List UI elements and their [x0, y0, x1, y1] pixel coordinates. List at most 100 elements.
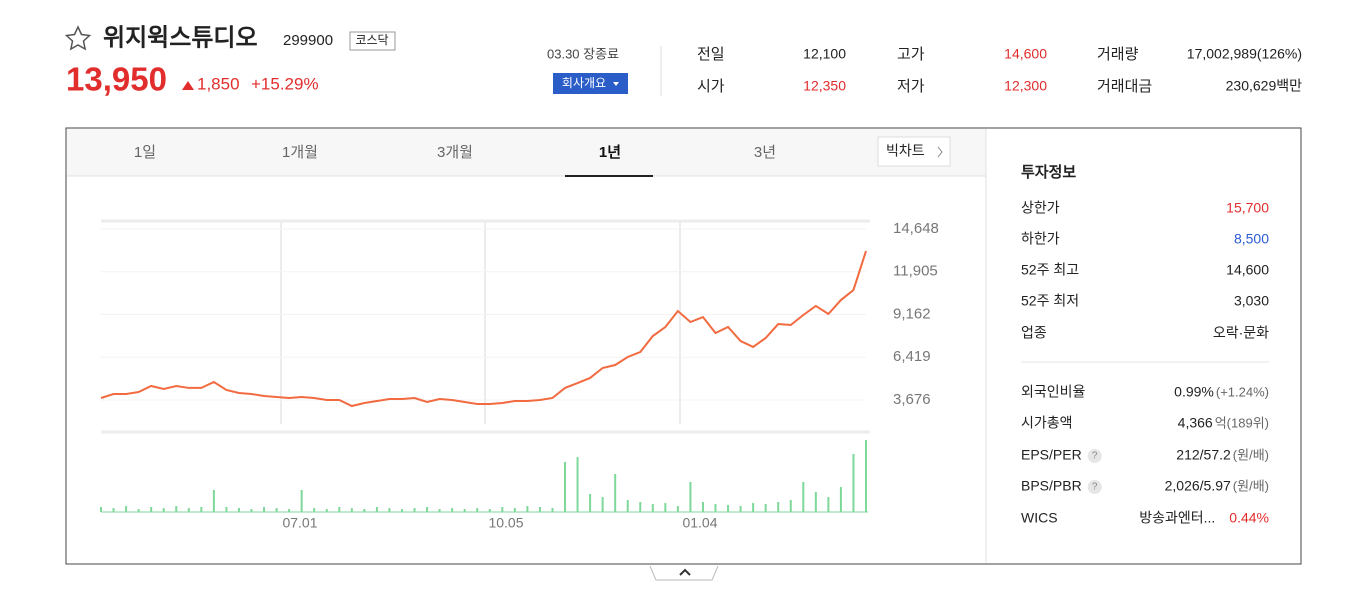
- quote-value: 17,002,989(126%): [1187, 46, 1302, 62]
- chart-box: [65, 127, 1302, 565]
- quote-value: 12,350: [803, 78, 846, 94]
- quote-label: 저가: [897, 78, 925, 95]
- volume-bar: [476, 508, 479, 512]
- volume-bar: [513, 508, 516, 512]
- help-icon[interactable]: [1087, 449, 1102, 463]
- help-label: ?: [1092, 482, 1098, 493]
- volume-bar: [400, 509, 403, 512]
- tab-bar: [67, 129, 986, 176]
- stock-code: 299900: [283, 32, 333, 49]
- invest-value: 4,366: [1178, 415, 1213, 431]
- invest-label: 업종: [1021, 325, 1047, 341]
- quote-label: 거래량: [1097, 46, 1139, 63]
- volume-bar: [237, 508, 240, 512]
- volume-bar: [137, 509, 140, 512]
- volume-bar: [714, 504, 717, 512]
- company-button-label: 회사개요: [562, 76, 606, 90]
- volume-bar: [112, 508, 115, 512]
- volume-bar: [313, 508, 316, 512]
- volume-bar: [777, 502, 780, 512]
- company-button[interactable]: [553, 73, 628, 94]
- y-tick-label: 9,162: [893, 305, 931, 322]
- invest-label: 하한가: [1021, 231, 1060, 247]
- volume-bar: [350, 508, 353, 512]
- volume-bar: [363, 509, 366, 512]
- invest-note: (+1.24%): [1216, 384, 1269, 399]
- volume-bar: [651, 504, 654, 512]
- volume-bar: [614, 474, 617, 512]
- collapse-tab[interactable]: [649, 565, 719, 581]
- y-tick-label: 11,905: [893, 263, 938, 280]
- volume-bar: [865, 440, 867, 512]
- invest-label: 52주 최저: [1021, 293, 1079, 309]
- invest-label: BPS/PBR: [1021, 478, 1082, 494]
- volume-bar: [589, 494, 592, 512]
- volume-bar: [451, 508, 454, 512]
- volume-bar: [739, 506, 742, 512]
- market: 코스닥: [355, 33, 388, 47]
- volume-bar: [639, 502, 642, 512]
- x-tick-label: 10.05: [488, 515, 523, 531]
- volume-bar: [250, 509, 253, 512]
- y-tick-label: 6,419: [893, 348, 931, 365]
- quote-label: 전일: [697, 46, 725, 63]
- volume-bar: [187, 508, 190, 512]
- volume-bar: [488, 509, 491, 512]
- volume-bar: [626, 500, 629, 512]
- volume-bar: [526, 506, 529, 512]
- volume-bar: [701, 502, 704, 512]
- invest-value: 212/57.2: [1176, 447, 1231, 463]
- invest-label: EPS/PER: [1021, 447, 1082, 463]
- help-label: ?: [1092, 451, 1098, 462]
- invest-note: 0.44%: [1229, 510, 1269, 526]
- volume-bar: [325, 509, 328, 512]
- quote-value: 12,100: [803, 46, 846, 62]
- invest-note: (원/배): [1233, 478, 1269, 493]
- quote-label: 시가: [697, 78, 725, 95]
- invest-value: 14,600: [1226, 262, 1269, 278]
- invest-value: 방송과엔터...: [1139, 510, 1215, 526]
- invest-label: 시가총액: [1021, 415, 1073, 431]
- tab: 1일: [134, 144, 156, 161]
- big-chart-button[interactable]: [877, 136, 951, 167]
- volume-bar: [175, 506, 178, 512]
- volume-bar: [839, 487, 842, 512]
- chevron: [937, 146, 943, 158]
- tab: 3개월: [437, 144, 473, 161]
- x-tick-label: 01.04: [682, 515, 717, 531]
- volume-bar: [300, 490, 303, 512]
- quote-value: 12,300: [1004, 78, 1047, 94]
- price: 13,950: [66, 61, 167, 98]
- panel-title: 투자정보: [1021, 163, 1076, 181]
- volume-bar: [852, 454, 855, 512]
- volume-bar: [212, 490, 215, 512]
- tab: 3년: [754, 144, 776, 161]
- invest-value: 3,030: [1234, 293, 1269, 309]
- favorite-star[interactable]: [64, 25, 92, 51]
- volume-bar: [576, 457, 579, 512]
- help-icon[interactable]: [1087, 480, 1102, 494]
- volume-bar: [200, 507, 203, 512]
- volume-bar: [752, 503, 755, 512]
- y-tick-label: 14,648: [893, 220, 939, 237]
- up-arrow: [182, 81, 194, 90]
- invest-value: 오락·문화: [1213, 325, 1269, 341]
- invest-value: 15,700: [1226, 200, 1269, 216]
- tab: 1년: [599, 144, 621, 161]
- volume-bar: [413, 508, 416, 512]
- volume-bar: [727, 505, 730, 512]
- volume-bar: [676, 506, 679, 512]
- invest-label: WICS: [1021, 510, 1058, 526]
- volume-bar: [388, 508, 391, 512]
- volume-bar: [288, 509, 291, 512]
- x-tick-label: 07.01: [282, 515, 317, 531]
- change: 1,850: [197, 74, 240, 93]
- quote-label: 거래대금: [1097, 78, 1152, 95]
- big-chart-label: 빅차트: [886, 143, 925, 159]
- quote-value: 14,600: [1004, 46, 1047, 62]
- dropdown-arrow: [613, 82, 619, 86]
- volume-bar: [501, 507, 504, 512]
- volume-bar: [827, 497, 830, 512]
